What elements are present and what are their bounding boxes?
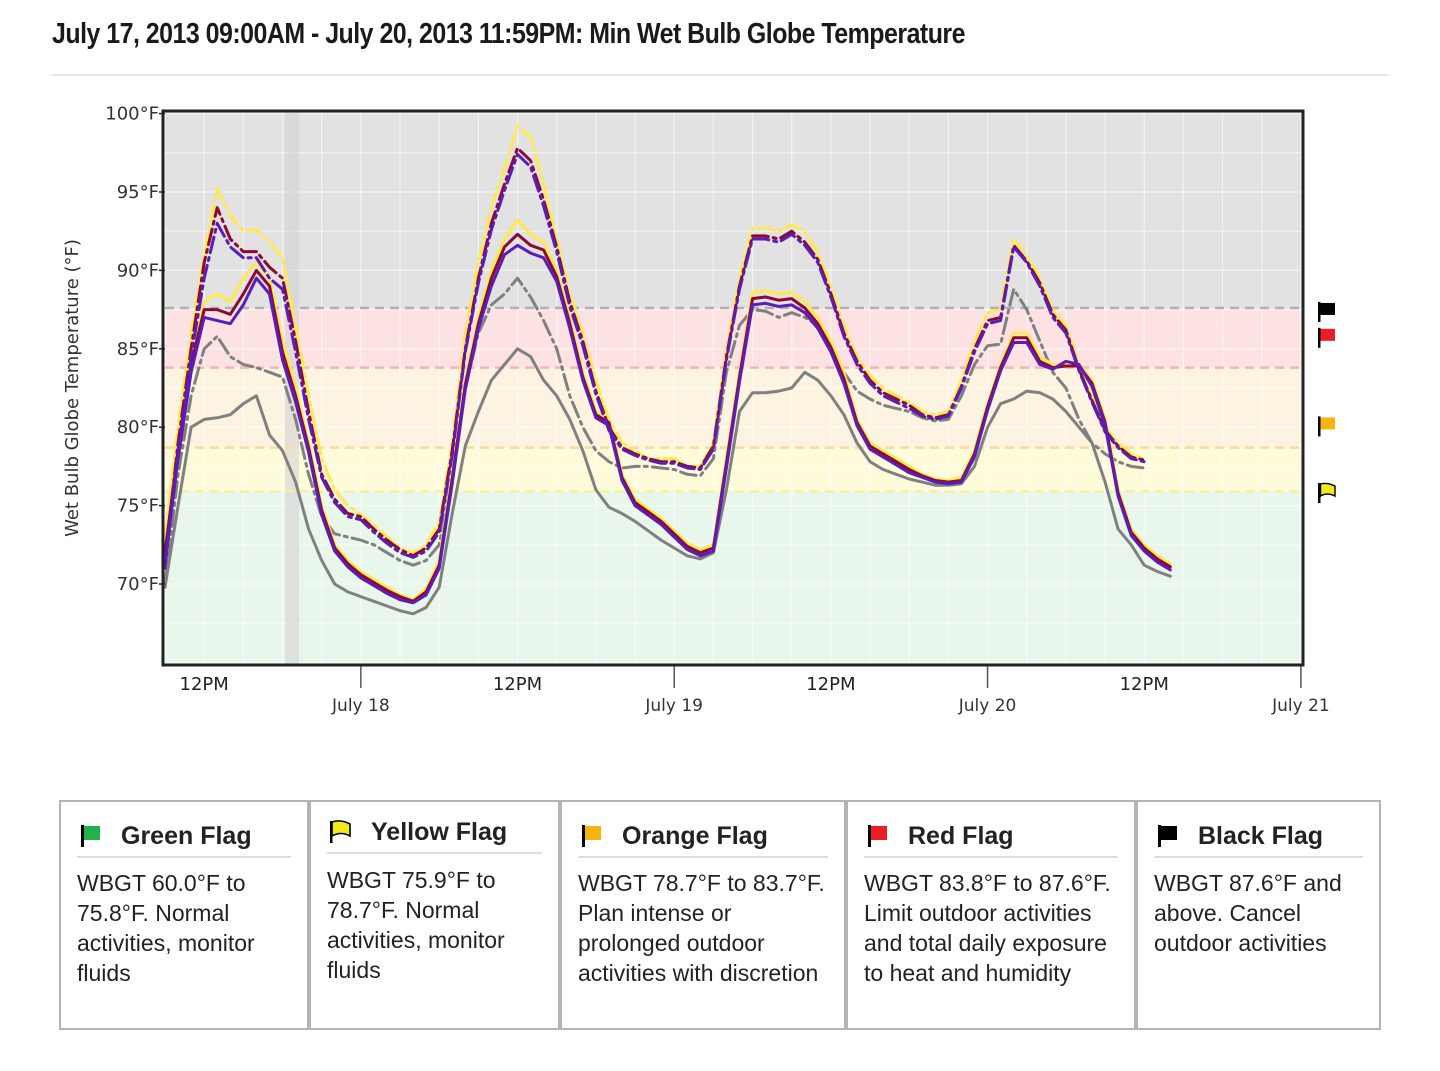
green-band [165,491,1302,664]
y-tick-label: 75°F [117,496,159,517]
flag-cloth [1319,482,1336,498]
y-tick-label: 70°F [117,574,159,595]
legend-card-header: Red Flag [864,816,1118,858]
series-lines [163,124,1172,616]
legend-title: Orange Flag [622,821,768,850]
legend-card-header: Yellow Flag [327,812,542,854]
legend-title: Black Flag [1198,821,1324,850]
flag-pole [1318,301,1321,322]
black-flag-icon [1318,301,1335,322]
red-flag-icon [1318,327,1335,348]
series-line [163,124,1146,555]
y-tick-label: 95°F [117,182,159,203]
legend-card-orange: Orange Flag WBGT 78.7°F to 83.7°F. Plan … [560,800,846,1030]
x-tick-label: 12PM [1120,674,1169,695]
series-line [163,243,1172,605]
legend-description: WBGT 60.0°F to 75.8°F. Normal activities… [77,870,255,986]
y-axis-ticks: 70°F 75°F 80°F 85°F 90°F 95°F 100°F [105,104,165,595]
y-tick-label: 100°F [105,104,159,125]
black-band [165,112,1302,309]
side-flags [1318,301,1336,504]
x-tick-label: July 19 [644,696,703,716]
y-tick-label: 90°F [117,260,159,281]
legend-description: WBGT 83.8°F to 87.6°F. Limit outdoor act… [864,870,1111,986]
x-axis-ticks: 12PM 12PM 12PM 12PM July 18 July 19 July 20 Jul… [180,666,1330,716]
y-tick-label: 85°F [117,339,159,360]
x-tick-label: July 21 [1271,696,1330,716]
flag-pole [1318,483,1321,504]
plot-frame [161,109,1305,667]
series-line [163,347,1172,616]
y-axis-label: Wet Bulb Globe Temperature (°F) [62,239,83,537]
yellow-flag-icon [330,820,351,843]
y-tick-label: 80°F [117,417,159,438]
yellow-flag-icon [1318,482,1336,504]
title-divider [52,74,1388,76]
legend-title: Red Flag [908,821,1014,850]
flag-cloth [1320,302,1335,315]
legend-description: WBGT 78.7°F to 83.7°F. Plan intense or p… [578,870,825,986]
x-tick-label: 12PM [493,674,542,695]
x-tick-label: 12PM [180,674,229,695]
legend-card-header: Green Flag [77,816,291,858]
legend-card-black: Black Flag WBGT 87.6°F and above. Cancel… [1136,800,1381,1030]
black-flag-icon [1158,825,1177,847]
orange-flag-icon [1318,416,1335,437]
threshold-lines [165,306,1302,493]
legend-card-red: Red Flag WBGT 83.8°F to 87.6°F. Limit ou… [846,800,1136,1030]
legend-card-header: Orange Flag [578,816,828,858]
series-line [163,152,1146,570]
x-tick-label: 12PM [806,674,855,695]
chart-grid [164,112,1302,664]
legend-card-header: Black Flag [1154,816,1363,858]
legend-description: WBGT 75.9°F to 78.7°F. Normal activities… [327,867,505,983]
red-flag-icon [868,825,887,847]
legend-description: WBGT 87.6°F and above. Cancel outdoor ac… [1154,870,1342,956]
flag-cloth [1320,328,1335,341]
orange-flag-icon [582,825,601,847]
flag-cloth [1320,417,1335,430]
legend-title: Green Flag [121,821,252,850]
legend-title: Yellow Flag [371,817,508,846]
page-title: July 17, 2013 09:00AM - July 20, 2013 11… [52,18,965,50]
legend-card-yellow: Yellow Flag WBGT 75.9°F to 78.7°F. Norma… [309,800,560,1030]
x-tick-label: July 18 [331,696,390,716]
flag-pole [1318,327,1321,348]
flag-pole [1318,416,1321,437]
legend-card-green: Green Flag WBGT 60.0°F to 75.8°F. Normal… [59,800,309,1030]
x-tick-label: July 20 [958,696,1017,716]
green-flag-icon [81,825,100,847]
